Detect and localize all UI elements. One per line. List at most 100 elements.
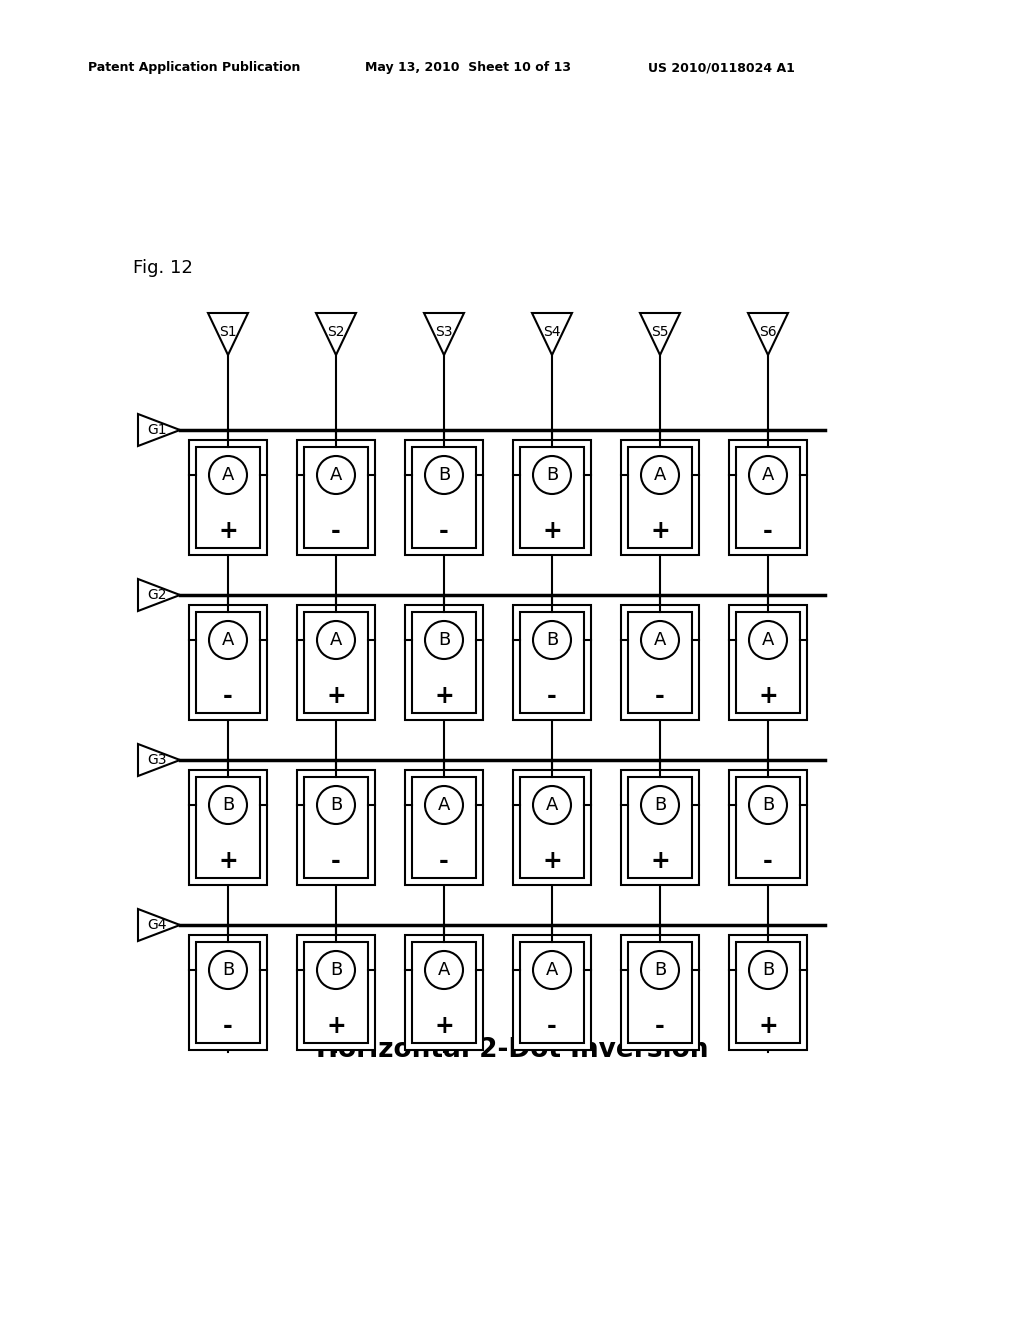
Text: B: B [762,961,774,979]
Text: +: + [326,684,346,708]
Text: +: + [542,519,562,543]
Bar [628,447,692,548]
Text: B: B [546,466,558,484]
Text: B: B [546,631,558,649]
Bar [304,942,368,1043]
Bar [513,440,591,554]
Text: A: A [546,796,558,814]
Bar [729,935,807,1049]
Circle shape [534,620,571,659]
Text: +: + [542,849,562,873]
Text: -: - [655,684,665,708]
Text: B: B [654,961,667,979]
Circle shape [209,785,247,824]
Circle shape [534,455,571,494]
Bar [621,605,699,719]
Text: G2: G2 [147,587,167,602]
Bar [621,935,699,1049]
Bar [196,777,260,878]
Bar [736,942,800,1043]
Text: Fig. 12: Fig. 12 [133,259,193,277]
Text: B: B [222,961,234,979]
Bar [406,605,483,719]
Bar [412,942,476,1043]
Circle shape [209,455,247,494]
Bar [196,942,260,1043]
Text: S3: S3 [435,325,453,339]
Circle shape [209,950,247,989]
Bar [189,440,267,554]
Text: S6: S6 [759,325,777,339]
Bar [736,777,800,878]
Circle shape [749,455,787,494]
Circle shape [209,620,247,659]
Circle shape [425,785,463,824]
Bar [412,447,476,548]
Text: -: - [439,849,449,873]
Text: S1: S1 [219,325,237,339]
Bar [513,770,591,884]
Bar [304,612,368,713]
Text: -: - [331,849,341,873]
Text: A: A [653,466,667,484]
Text: A: A [222,466,234,484]
Bar [520,777,584,878]
Bar [304,777,368,878]
Circle shape [641,785,679,824]
Text: A: A [546,961,558,979]
Bar [406,440,483,554]
Text: US 2010/0118024 A1: US 2010/0118024 A1 [648,62,795,74]
Text: G1: G1 [147,422,167,437]
Text: Horizontal 2-Dot Inversion: Horizontal 2-Dot Inversion [315,1038,709,1063]
Text: +: + [218,519,238,543]
Text: G3: G3 [147,752,167,767]
Text: +: + [758,684,778,708]
Text: +: + [326,1014,346,1038]
Circle shape [534,785,571,824]
Circle shape [749,620,787,659]
Text: -: - [439,519,449,543]
Circle shape [425,950,463,989]
Text: B: B [654,796,667,814]
Circle shape [317,620,355,659]
Text: -: - [763,849,773,873]
Bar [196,447,260,548]
Text: A: A [438,961,451,979]
Circle shape [641,455,679,494]
Bar [729,605,807,719]
Bar [628,612,692,713]
Text: B: B [438,631,451,649]
Text: +: + [218,849,238,873]
Bar [406,935,483,1049]
Text: A: A [438,796,451,814]
Text: A: A [762,466,774,484]
Text: A: A [222,631,234,649]
Bar [621,440,699,554]
Bar [189,935,267,1049]
Bar [189,770,267,884]
Circle shape [425,455,463,494]
Text: B: B [222,796,234,814]
Text: +: + [758,1014,778,1038]
Bar [628,777,692,878]
Text: A: A [762,631,774,649]
Text: -: - [655,1014,665,1038]
Circle shape [641,950,679,989]
Circle shape [317,950,355,989]
Text: -: - [547,1014,557,1038]
Text: -: - [223,684,232,708]
Text: +: + [434,1014,454,1038]
Text: A: A [653,631,667,649]
Text: B: B [762,796,774,814]
Circle shape [425,620,463,659]
Bar [520,942,584,1043]
Text: B: B [330,961,342,979]
Circle shape [317,785,355,824]
Bar [297,935,375,1049]
Text: -: - [223,1014,232,1038]
Bar [513,935,591,1049]
Circle shape [749,785,787,824]
Bar [297,770,375,884]
Bar [297,440,375,554]
Text: S2: S2 [328,325,345,339]
